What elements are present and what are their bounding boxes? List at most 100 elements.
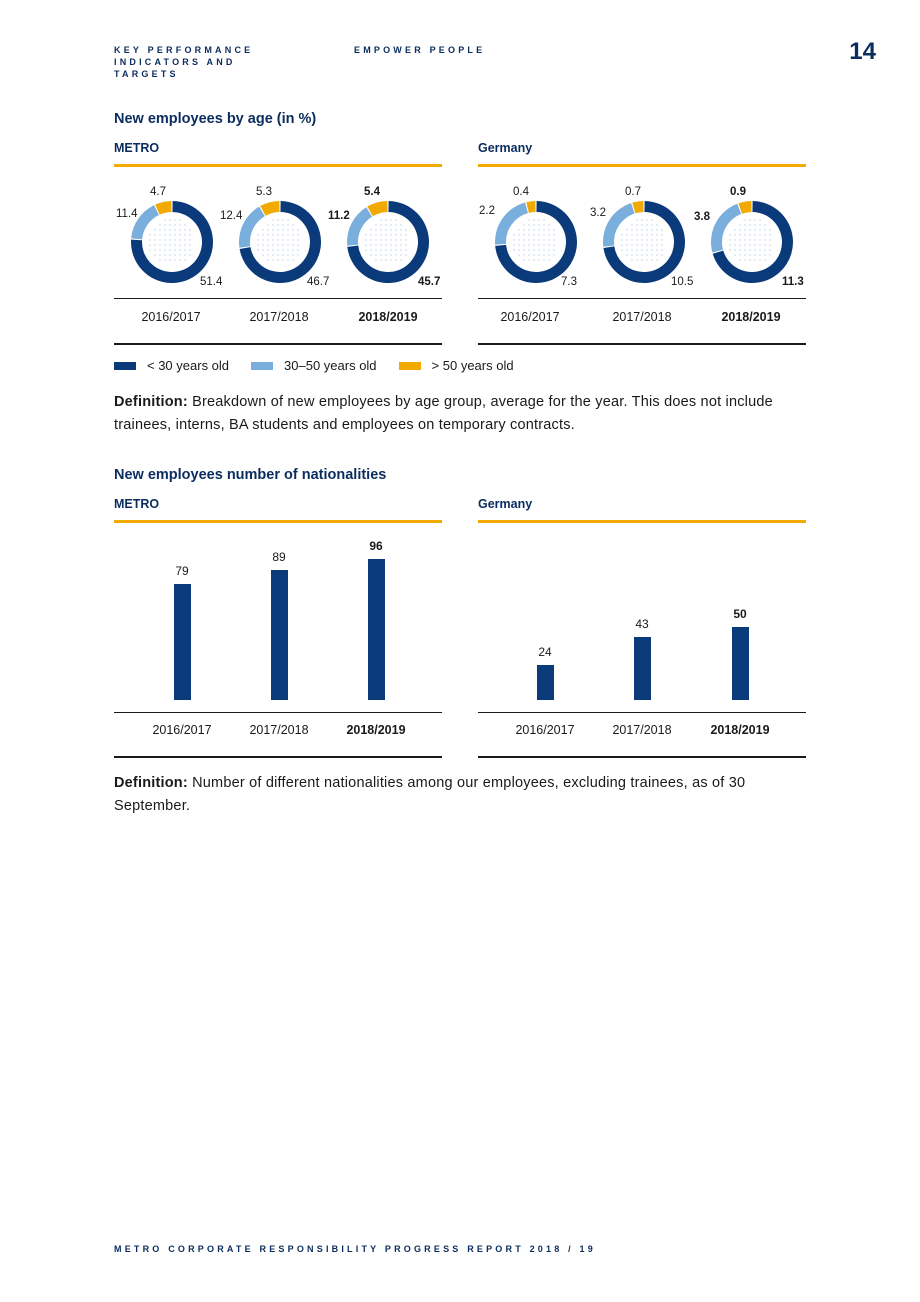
legend-swatch-gold (398, 361, 421, 370)
definition-text: Breakdown of new employees by age group,… (114, 394, 773, 433)
age-metro-bottom-rule (114, 343, 442, 345)
donut-germany-0-dots (513, 219, 555, 261)
donut-slice-metro-2018-2019-over50 (367, 201, 388, 217)
donut-label-germany-1617-under30: 7.3 (561, 276, 577, 288)
nat-panel-label-metro: METRO (114, 497, 160, 511)
nat-panel-label-germany: Germany (478, 497, 533, 511)
donut-slice-germany-2017-2018-over50 (632, 201, 644, 214)
nat-germany-bottom-rule (478, 756, 806, 758)
donut-slice-germany-2017-2018-30to50 (603, 203, 635, 247)
legend-item-30to50: 30–50 years old (251, 358, 377, 373)
donut-slice-germany-2018-2019-30to50 (711, 203, 742, 253)
legend-item-under30: < 30 years old (114, 358, 229, 373)
legend-swatch-light-blue (251, 361, 274, 370)
nat-metro-year-label: 2017/2018 (249, 723, 309, 737)
donut-label-germany-1819-30to50: 3.8 (694, 211, 710, 223)
nat-metro-top-rule (114, 520, 442, 523)
bar-metro-2016-2017 (173, 584, 191, 700)
bar-value-label-germany: 50 (733, 606, 747, 621)
donut-slice-metro-2017-2018-over50 (260, 201, 280, 216)
donut-label-metro-1819-over50: 5.4 (364, 186, 380, 198)
donut-label-metro-1617-30to50: 11.4 (116, 208, 138, 220)
page-number: 14 (849, 38, 876, 65)
legend-item-over50: > 50 years old (398, 358, 514, 373)
donut-label-metro-1617-over50: 4.7 (150, 186, 166, 198)
legend-swatch-dark-blue (114, 361, 136, 370)
donut-label-germany-1617-over50: 0.4 (513, 186, 529, 198)
age-germany-year-label: 2017/2018 (612, 310, 672, 324)
donut-metro-1-dots (257, 219, 299, 261)
nat-germany-year-label: 2016/2017 (515, 723, 575, 737)
donut-label-metro-1617-under30: 51.4 (200, 276, 223, 288)
age-germany-top-rule (478, 164, 806, 167)
donut-label-germany-1819-under30: 11.3 (782, 276, 804, 288)
donut-label-metro-1718-30to50: 12.4 (220, 210, 243, 222)
donut-label-metro-1819-under30: 45.7 (418, 276, 441, 288)
bar-value-label-metro: 79 (175, 564, 189, 579)
nat-germany-year-label: 2017/2018 (612, 723, 672, 737)
definition-label: Definition: (114, 394, 188, 410)
donut-germany-2-dots (729, 219, 771, 261)
age-metro-top-rule (114, 164, 442, 167)
age-donut-chart-metro (131, 201, 429, 283)
legend-label: 30–50 years old (284, 358, 377, 373)
section-breadcrumb: KEY PERFORMANCE INDICATORS AND TARGETS (114, 45, 254, 79)
age-section-title: New employees by age (in %) (114, 111, 317, 127)
age-metro-year-label: 2017/2018 (249, 310, 309, 324)
bar-germany-2018-2019 (731, 626, 749, 700)
page-footer: METRO CORPORATE RESPONSIBILITY PROGRESS … (114, 1244, 596, 1254)
definition-text: Number of different nationalities among … (114, 775, 746, 814)
age-panel-label-germany: Germany (478, 141, 533, 155)
age-metro-year-label: 2016/2017 (141, 310, 201, 324)
donut-slice-germany-2016-2017-over50 (526, 201, 536, 213)
age-germany-axis-line (478, 298, 806, 299)
bar-value-label-metro: 96 (369, 539, 383, 554)
nationalities-definition: Definition: Number of different national… (114, 772, 804, 818)
age-legend: < 30 years old 30–50 years old > 50 year… (114, 358, 536, 373)
age-metro-year-label-current: 2018/2019 (358, 310, 418, 324)
nat-germany-top-rule (478, 520, 806, 523)
bar-metro-2017-2018 (270, 569, 288, 700)
donut-label-germany-1819-over50: 0.9 (730, 186, 746, 198)
bar-germany-2017-2018 (633, 636, 651, 700)
donut-label-germany-1718-over50: 0.7 (625, 186, 641, 198)
donut-metro-0-dots (149, 219, 191, 261)
donut-label-metro-1718-under30: 46.7 (307, 276, 330, 288)
donut-slice-germany-2016-2017-30to50 (495, 202, 529, 245)
legend-label: < 30 years old (147, 358, 230, 373)
donut-slice-metro-2016-2017-over50 (155, 201, 172, 215)
donut-label-metro-1819-30to50: 11.2 (328, 210, 350, 222)
donut-metro-2-dots (365, 219, 407, 261)
bar-metro-2018-2019 (367, 559, 385, 700)
donut-slice-metro-2018-2019-30to50 (347, 207, 373, 246)
chapter-label: EMPOWER PEOPLE (354, 45, 486, 55)
nat-germany-axis-line (478, 712, 806, 713)
bar-germany-2016-2017 (536, 664, 554, 700)
donut-slice-metro-2016-2017-30to50 (131, 205, 159, 240)
age-metro-axis-line (114, 298, 442, 299)
age-germany-bottom-rule (478, 343, 806, 345)
nat-germany-year-label-current: 2018/2019 (710, 723, 770, 737)
age-panel-label-metro: METRO (114, 141, 160, 155)
definition-label: Definition: (114, 775, 188, 791)
bar-value-label-metro: 89 (272, 549, 286, 564)
bar-value-label-germany: 43 (635, 616, 649, 631)
age-donut-chart-germany (495, 201, 793, 283)
legend-label: > 50 years old (431, 358, 514, 373)
donut-slice-metro-2017-2018-30to50 (239, 206, 265, 248)
donut-slice-germany-2018-2019-over50 (738, 201, 752, 214)
donut-germany-1-dots (621, 219, 663, 261)
age-definition: Definition: Breakdown of new employees b… (114, 391, 814, 437)
bar-value-label-germany: 24 (538, 644, 552, 659)
donut-label-germany-1718-under30: 10.5 (671, 276, 694, 288)
nationalities-section-title: New employees number of nationalities (114, 467, 387, 483)
donut-label-germany-1718-30to50: 3.2 (590, 207, 606, 219)
donut-label-metro-1718-over50: 5.3 (256, 186, 272, 198)
age-germany-year-label: 2016/2017 (500, 310, 560, 324)
nat-metro-bottom-rule (114, 756, 442, 758)
age-germany-year-label-current: 2018/2019 (721, 310, 781, 324)
nat-metro-year-label: 2016/2017 (152, 723, 212, 737)
nat-metro-axis-line (114, 712, 442, 713)
nat-metro-year-label-current: 2018/2019 (346, 723, 406, 737)
donut-label-germany-1617-30to50: 2.2 (479, 205, 495, 217)
